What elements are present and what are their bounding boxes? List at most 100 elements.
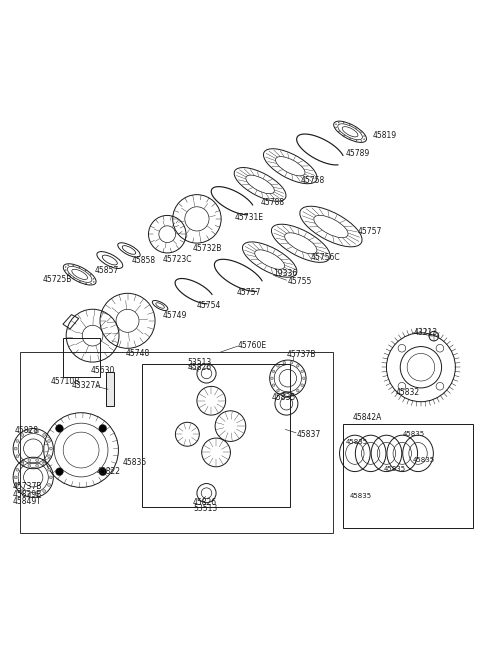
Circle shape bbox=[290, 361, 293, 364]
Text: 45732B: 45732B bbox=[192, 244, 221, 253]
Circle shape bbox=[361, 140, 362, 142]
Bar bbox=[343, 424, 473, 528]
Text: 45725B: 45725B bbox=[42, 275, 72, 283]
Text: 45835: 45835 bbox=[384, 466, 406, 472]
Circle shape bbox=[350, 138, 351, 139]
Circle shape bbox=[43, 461, 46, 464]
Circle shape bbox=[16, 468, 19, 471]
Circle shape bbox=[290, 392, 293, 395]
Text: 43213: 43213 bbox=[413, 328, 437, 337]
Circle shape bbox=[72, 265, 74, 266]
Text: 45760E: 45760E bbox=[238, 340, 267, 350]
Circle shape bbox=[272, 384, 275, 386]
Circle shape bbox=[36, 464, 38, 467]
Text: 45832: 45832 bbox=[396, 388, 420, 397]
Text: 45789: 45789 bbox=[345, 149, 370, 158]
Circle shape bbox=[79, 267, 80, 268]
Circle shape bbox=[21, 461, 24, 464]
Text: 45828: 45828 bbox=[15, 426, 39, 436]
Text: 45857: 45857 bbox=[95, 266, 119, 275]
Text: 45757: 45757 bbox=[237, 287, 261, 297]
Circle shape bbox=[272, 370, 275, 373]
Circle shape bbox=[364, 138, 365, 140]
Text: 45757: 45757 bbox=[357, 227, 382, 236]
Circle shape bbox=[56, 468, 63, 476]
Text: 45835: 45835 bbox=[123, 457, 147, 466]
Text: 45826: 45826 bbox=[187, 363, 212, 372]
Circle shape bbox=[356, 127, 357, 129]
Text: 45835: 45835 bbox=[412, 457, 434, 462]
Circle shape bbox=[28, 464, 31, 467]
Text: 53513: 53513 bbox=[193, 504, 217, 514]
Circle shape bbox=[36, 493, 38, 496]
Text: 45756C: 45756C bbox=[311, 253, 340, 262]
Circle shape bbox=[301, 384, 303, 386]
Text: 45749: 45749 bbox=[162, 310, 187, 319]
Circle shape bbox=[28, 430, 31, 433]
Text: 45731E: 45731E bbox=[234, 213, 263, 222]
Text: 45737B: 45737B bbox=[12, 482, 42, 491]
Text: 45819: 45819 bbox=[373, 131, 397, 140]
Bar bbox=[142, 364, 290, 508]
Bar bbox=[106, 372, 114, 405]
Circle shape bbox=[48, 483, 50, 486]
Circle shape bbox=[338, 131, 339, 132]
Text: 43327A: 43327A bbox=[72, 381, 101, 390]
Text: 45837: 45837 bbox=[297, 430, 321, 439]
Text: 45630: 45630 bbox=[90, 365, 115, 375]
Circle shape bbox=[85, 283, 86, 284]
Circle shape bbox=[56, 424, 63, 432]
Circle shape bbox=[283, 361, 286, 364]
Circle shape bbox=[302, 377, 305, 380]
Circle shape bbox=[90, 274, 91, 276]
Circle shape bbox=[28, 459, 31, 462]
Circle shape bbox=[99, 468, 107, 476]
Circle shape bbox=[301, 370, 303, 373]
Circle shape bbox=[349, 124, 350, 125]
Circle shape bbox=[16, 483, 19, 486]
Circle shape bbox=[21, 462, 24, 465]
Bar bbox=[63, 338, 100, 377]
Text: 45835: 45835 bbox=[350, 493, 372, 499]
Text: 45737B: 45737B bbox=[287, 350, 316, 359]
Circle shape bbox=[21, 489, 24, 493]
Text: 45723C: 45723C bbox=[162, 255, 192, 264]
Circle shape bbox=[93, 281, 94, 282]
Text: 45835: 45835 bbox=[345, 439, 367, 445]
Text: 45758: 45758 bbox=[301, 176, 325, 185]
Text: 19336: 19336 bbox=[273, 270, 297, 278]
Text: 45835: 45835 bbox=[403, 431, 425, 438]
Circle shape bbox=[48, 468, 50, 471]
Circle shape bbox=[276, 390, 279, 392]
Circle shape bbox=[43, 489, 46, 493]
Text: 53513: 53513 bbox=[187, 358, 212, 367]
Circle shape bbox=[16, 440, 19, 442]
Circle shape bbox=[65, 266, 66, 268]
Text: 45788: 45788 bbox=[261, 198, 285, 207]
Text: 45822: 45822 bbox=[96, 467, 120, 476]
Circle shape bbox=[49, 447, 52, 450]
Circle shape bbox=[73, 277, 74, 279]
Text: 45755: 45755 bbox=[288, 277, 312, 285]
Circle shape bbox=[68, 265, 69, 266]
Circle shape bbox=[85, 270, 86, 271]
Circle shape bbox=[21, 434, 24, 436]
Circle shape bbox=[343, 122, 344, 123]
Circle shape bbox=[276, 365, 279, 367]
Circle shape bbox=[91, 283, 92, 284]
Text: 45835: 45835 bbox=[272, 393, 296, 402]
Circle shape bbox=[48, 455, 50, 458]
Circle shape bbox=[360, 132, 361, 133]
Text: 45710B: 45710B bbox=[51, 377, 80, 386]
Circle shape bbox=[297, 390, 299, 392]
Circle shape bbox=[79, 281, 81, 282]
Circle shape bbox=[16, 455, 19, 458]
Circle shape bbox=[49, 476, 52, 479]
Circle shape bbox=[344, 135, 345, 136]
Circle shape bbox=[43, 434, 46, 436]
Text: 45842A: 45842A bbox=[352, 413, 382, 422]
Circle shape bbox=[14, 476, 17, 479]
Circle shape bbox=[28, 493, 31, 496]
Circle shape bbox=[68, 274, 69, 275]
Text: 45849T: 45849T bbox=[12, 497, 42, 506]
